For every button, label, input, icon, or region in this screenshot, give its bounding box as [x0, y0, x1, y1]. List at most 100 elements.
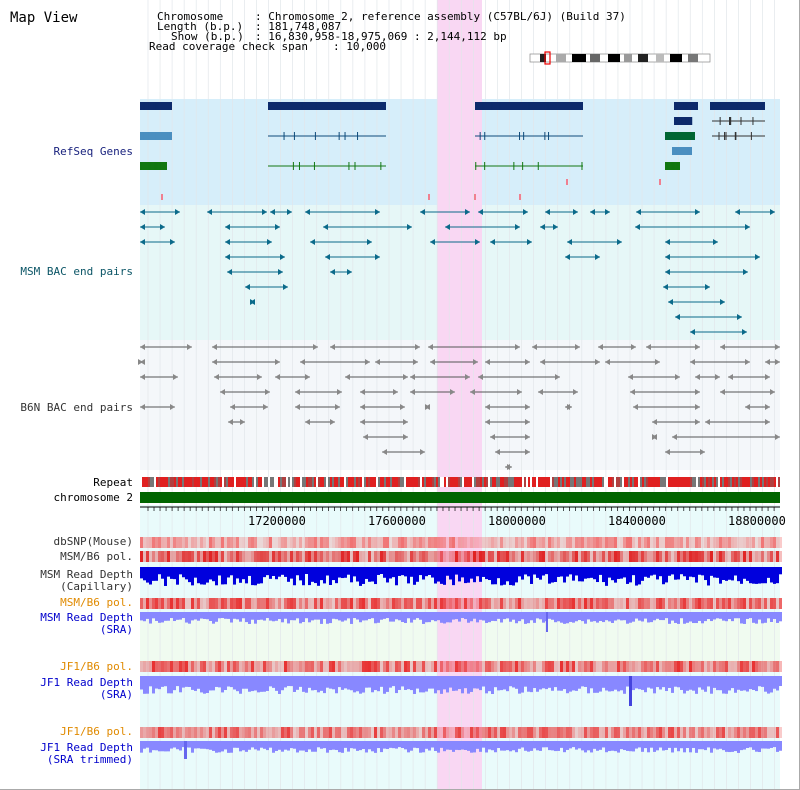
- bac-end: [720, 389, 725, 395]
- track-label-dbsnp[interactable]: dbSNP(Mouse): [53, 535, 133, 548]
- repeat-segment: [484, 477, 486, 487]
- bac-end: [287, 209, 292, 215]
- pol-cell: [656, 727, 659, 738]
- repeat-segment: [190, 477, 192, 487]
- depth-bar: [635, 567, 638, 586]
- depth-bar: [761, 676, 764, 687]
- pol-cell: [368, 661, 371, 672]
- pol-cell: [524, 727, 527, 738]
- bac-end: [475, 239, 480, 245]
- track-label-msm-depth-sra[interactable]: MSM Read Depth (SRA): [40, 611, 133, 636]
- pol-cell: [332, 598, 335, 609]
- depth-bar: [230, 612, 233, 623]
- pol-cell: [461, 661, 464, 672]
- depth-bar: [512, 741, 515, 751]
- bac-end: [655, 359, 660, 365]
- pol-cell: [155, 661, 158, 672]
- pol-cell: [758, 727, 761, 738]
- repeat-segment: [746, 477, 748, 487]
- dbsnp-cell: [275, 537, 278, 548]
- depth-bar: [212, 612, 215, 624]
- dbsnp-cell: [533, 537, 536, 548]
- pol-cell: [659, 598, 662, 609]
- depth-bar: [653, 612, 656, 621]
- pol-cell: [623, 727, 626, 738]
- bac-end: [365, 359, 370, 365]
- pol-cell: [311, 551, 314, 562]
- track-label-b6n-bac[interactable]: B6N BAC end pairs: [20, 401, 133, 414]
- depth-bar: [533, 612, 536, 623]
- pol-cell: [485, 661, 488, 672]
- pol-cell: [236, 598, 239, 609]
- track-label-jf1-pol-1[interactable]: JF1/B6 pol.: [60, 660, 133, 673]
- track-label-jf1-pol-2[interactable]: JF1/B6 pol.: [60, 725, 133, 738]
- pol-cell: [596, 598, 599, 609]
- pol-cell: [722, 598, 725, 609]
- depth-bar: [491, 676, 494, 694]
- depth-bar: [608, 567, 611, 578]
- repeat-segment: [648, 477, 650, 487]
- depth-bar: [200, 612, 203, 619]
- depth-bar: [677, 567, 680, 580]
- pol-cell: [197, 598, 200, 609]
- depth-bar: [440, 676, 443, 694]
- pol-cell: [272, 727, 275, 738]
- pol-cell: [575, 598, 578, 609]
- pol-cell: [467, 551, 470, 562]
- depth-bar: [647, 741, 650, 753]
- dbsnp-cell: [764, 537, 767, 548]
- depth-bar: [320, 567, 323, 581]
- depth-bar: [557, 612, 560, 622]
- track-label-msm-pol-2[interactable]: MSM/B6 pol.: [60, 596, 133, 609]
- pol-cell: [638, 727, 641, 738]
- pol-cell: [428, 727, 431, 738]
- dbsnp-cell: [218, 537, 221, 548]
- pol-cell: [521, 661, 524, 672]
- track-label-jf1-depth-sra[interactable]: JF1 Read Depth (SRA): [40, 676, 133, 701]
- pol-cell: [665, 598, 668, 609]
- pol-cell: [494, 661, 497, 672]
- track-label-msm-pol-1[interactable]: MSM/B6 pol.: [60, 550, 133, 563]
- depth-bar: [242, 741, 245, 751]
- dbsnp-cell: [707, 537, 710, 548]
- bac-end: [728, 374, 733, 380]
- repeat-segment: [412, 477, 414, 487]
- ideogram-band: [624, 54, 632, 62]
- depth-bar: [350, 612, 353, 624]
- depth-bar: [641, 741, 644, 752]
- depth-bar: [161, 676, 164, 687]
- pol-cell: [473, 598, 476, 609]
- pol-cell: [587, 551, 590, 562]
- pol-cell: [698, 661, 701, 672]
- pol-cell: [461, 551, 464, 562]
- depth-bar: [710, 567, 713, 576]
- pol-cell: [152, 598, 155, 609]
- dbsnp-cell: [593, 537, 596, 548]
- pol-cell: [776, 598, 779, 609]
- bac-end: [633, 404, 638, 410]
- depth-bar: [419, 741, 422, 753]
- depth-bar: [578, 567, 581, 582]
- depth-bar: [428, 741, 431, 751]
- track-label-refseq-genes[interactable]: RefSeq Genes: [53, 145, 133, 158]
- pol-cell: [482, 661, 485, 672]
- pol-cell: [515, 551, 518, 562]
- pol-cell: [278, 727, 281, 738]
- repeat-segment: [272, 477, 274, 487]
- bac-end: [665, 269, 670, 275]
- pol-cell: [287, 661, 290, 672]
- bac-end: [407, 224, 412, 230]
- dbsnp-cell: [305, 537, 308, 548]
- depth-bar: [347, 567, 350, 575]
- show-value: : 16,830,958-18,975,069 : 2,144,112 bp: [255, 30, 507, 43]
- track-label-jf1-depth-trimmed[interactable]: JF1 Read Depth (SRA trimmed): [40, 741, 133, 766]
- depth-bar: [557, 567, 560, 577]
- depth-bar: [197, 612, 200, 621]
- dbsnp-cell: [503, 537, 506, 548]
- pol-cell: [341, 551, 344, 562]
- repeat-segment: [470, 477, 472, 487]
- depth-bar: [362, 676, 365, 693]
- track-label-msm-bac[interactable]: MSM BAC end pairs: [20, 265, 133, 278]
- track-label-msm-depth-capillary[interactable]: MSM Read Depth (Capillary): [40, 568, 133, 593]
